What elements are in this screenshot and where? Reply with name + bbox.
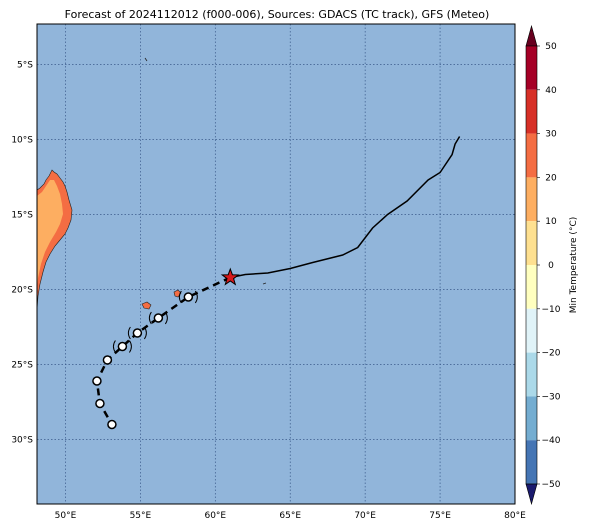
reunion-island — [141, 301, 152, 310]
longitude-labels: 50°E 55°E 60°E 65°E 70°E 75°E 80°E — [55, 511, 526, 521]
lat-tick-label: 10°S — [11, 136, 33, 146]
colorbar-extend-bottom — [525, 483, 538, 506]
colorbar-band — [526, 221, 537, 265]
cyclone-arc — [127, 326, 131, 340]
map-title: Forecast of 2024112012 (f000-006), Sourc… — [65, 8, 490, 21]
islet — [144, 57, 148, 62]
colorbar-band — [526, 177, 537, 222]
lon-tick-label: 75°E — [429, 511, 451, 521]
lat-tick-label: 5°S — [17, 61, 33, 71]
lon-tick-label: 65°E — [279, 511, 301, 521]
lon-tick-label: 50°E — [55, 511, 77, 521]
colorbar-band — [526, 265, 537, 309]
colorbar-tick-label: 40 — [545, 86, 557, 96]
track-point — [107, 419, 117, 430]
colorbar-band — [526, 89, 537, 134]
colorbar-band — [526, 396, 537, 441]
colorbar-tick-label: 0 — [548, 261, 554, 271]
latitude-labels: 5°S 10°S 15°S 20°S 25°S 30°S — [11, 61, 33, 446]
colorbar-band — [526, 133, 537, 178]
track-point — [183, 292, 194, 302]
colorbar-tick-label: 20 — [545, 173, 557, 183]
current-position-star — [220, 267, 240, 286]
track-point — [153, 313, 164, 323]
lat-tick-label: 30°S — [11, 436, 33, 446]
lon-tick-label: 70°E — [354, 511, 376, 521]
colorbar-tick-label: 50 — [545, 42, 557, 52]
colorbar-tick-label: −40 — [542, 436, 561, 446]
madagascar-land — [36, 169, 73, 311]
colorbar-tick-label: −50 — [542, 480, 561, 490]
track-point — [95, 398, 105, 409]
track-point — [132, 328, 143, 338]
lat-tick-label: 15°S — [11, 211, 33, 221]
cyclone-arc — [194, 290, 198, 304]
cyclone-arc — [164, 311, 168, 325]
colorbar-band — [526, 46, 537, 90]
colorbar-extend-top — [525, 24, 538, 47]
colorbar-label: Min Temperature (°C) — [569, 217, 579, 314]
track-point — [92, 376, 102, 386]
track-point — [102, 355, 113, 365]
colorbar: 50 40 30 20 10 0 −10 −20 −30 −40 −50 — [525, 24, 561, 506]
lon-tick-label: 80°E — [504, 511, 526, 521]
islet — [262, 282, 267, 285]
ocean-background — [37, 24, 515, 504]
track-markers — [92, 290, 198, 430]
lat-tick-label: 20°S — [11, 286, 33, 296]
lon-tick-label: 60°E — [204, 511, 226, 521]
colorbar-tick-label: 30 — [545, 130, 557, 140]
cyclone-arc — [128, 340, 132, 353]
grid-lines — [37, 24, 515, 504]
past-track-line — [230, 136, 461, 279]
madagascar-hot-region — [37, 180, 63, 290]
colorbar-tick-label: −20 — [542, 349, 561, 359]
lon-tick-label: 55°E — [130, 511, 152, 521]
colorbar-band — [526, 440, 537, 484]
cyclone-arc — [143, 326, 147, 340]
colorbar-tick-label: −10 — [542, 305, 561, 315]
cyclone-arc — [148, 311, 152, 325]
colorbar-band — [526, 308, 537, 353]
colorbar-band — [526, 352, 537, 397]
track-point — [117, 341, 128, 352]
cyclone-arc — [112, 340, 116, 353]
lat-tick-label: 25°S — [11, 361, 33, 371]
colorbar-tick-label: −30 — [542, 392, 561, 402]
cyclone-arc — [178, 290, 182, 304]
map-area — [36, 23, 516, 505]
colorbar-tick-label: 10 — [545, 217, 557, 227]
map-frame — [36, 23, 516, 505]
